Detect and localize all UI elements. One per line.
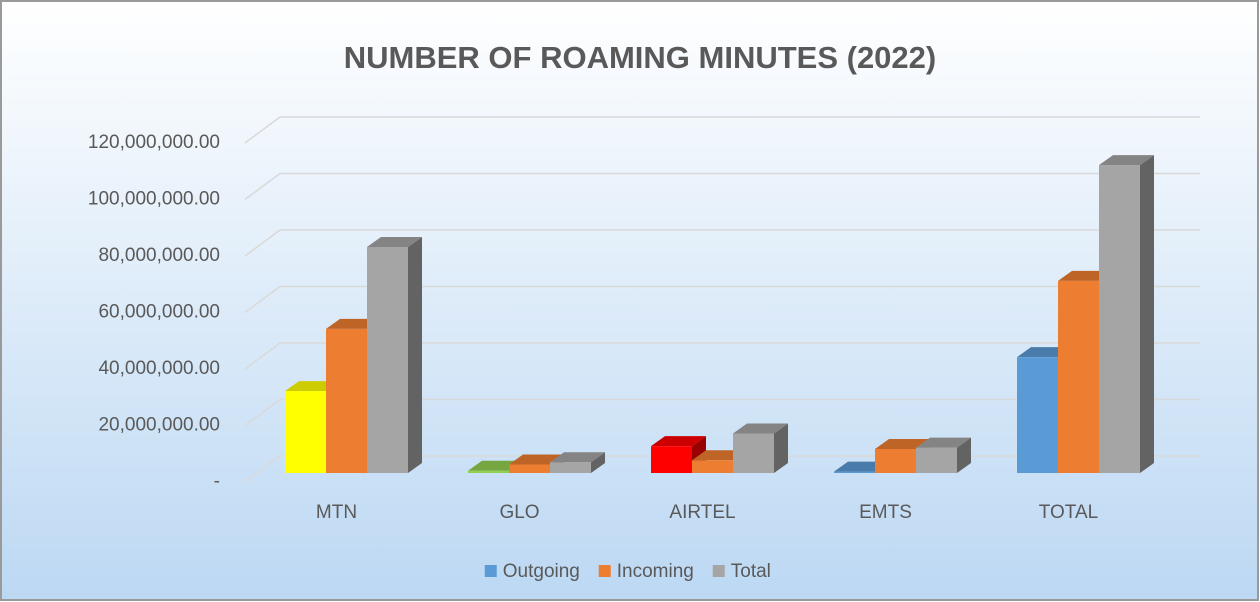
grid-line [244,342,1200,370]
bar-front [367,247,408,473]
x-tick-label: AIRTEL [669,502,735,523]
bar-side [957,437,971,473]
bar-front [651,446,692,473]
y-tick-label: 40,000,000.00 [98,358,220,379]
x-tick-label: TOTAL [1039,502,1098,523]
y-tick-label: 80,000,000.00 [98,245,220,266]
y-tick-label: 100,000,000.00 [88,189,220,210]
bar-front [875,448,916,473]
x-tick-label: EMTS [859,502,912,523]
bar [550,452,605,473]
bar-front [1058,280,1099,473]
bar-top [509,454,564,465]
bar-front [834,471,875,473]
legend-label: Total [731,561,771,582]
bar-front [550,462,591,473]
legend-swatch [484,565,497,577]
chart-title: NUMBER OF ROAMING MINUTES (2022) [344,40,936,75]
grid-line [244,116,1200,144]
bar [367,237,422,473]
bar-top [367,237,422,247]
legend-swatch [712,565,725,577]
legend-label: Incoming [617,561,694,582]
bar-top [550,452,605,463]
bar-top [1099,155,1154,166]
grid-line [244,398,1200,427]
bar [733,423,788,473]
bar-top [875,438,930,449]
bar-front [692,460,733,473]
bar-side [1140,155,1154,473]
bar-front [468,470,509,473]
grid-line [244,229,1200,257]
bar-top [916,437,971,448]
y-tick-label: 20,000,000.00 [98,415,220,436]
bar-side [408,237,422,473]
grid-line [244,285,1200,314]
bar [1099,155,1154,473]
y-tick-label: - [214,471,220,492]
legend-swatch [598,565,611,577]
bar-front [285,391,326,473]
bar-front [1017,357,1058,473]
x-tick-label: MTN [316,502,357,523]
bar [916,437,971,473]
y-tick-label: 60,000,000.00 [98,302,220,323]
grid-line [244,172,1200,201]
bar-top [733,423,788,434]
bar-front [916,447,957,473]
bar [651,436,706,473]
bar-front [733,433,774,473]
y-tick-label: 120,000,000.00 [88,132,220,153]
legend-label: Outgoing [503,561,580,582]
bar-front [326,328,367,473]
bar-top [651,436,706,447]
x-tick-label: GLO [499,502,539,523]
bar-side [591,452,605,473]
bar-side [774,423,788,473]
bar-front [1099,165,1140,473]
bar-front [509,464,550,473]
